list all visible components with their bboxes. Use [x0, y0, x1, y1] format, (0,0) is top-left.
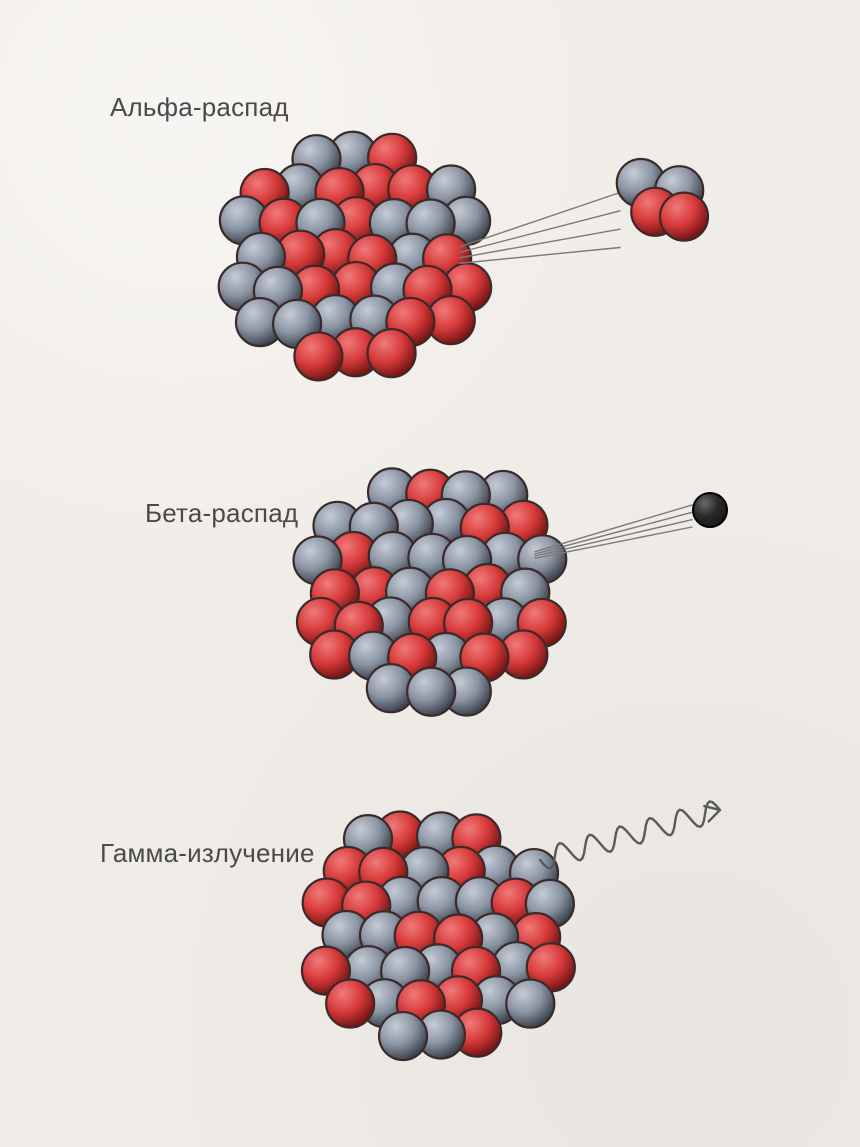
beta-electron: [693, 493, 727, 527]
beta-panel: [294, 468, 727, 715]
alpha-particle: [617, 159, 708, 241]
gamma-panel: [302, 802, 720, 1061]
beta-label: Бета-распад: [145, 498, 298, 529]
alpha-label: Альфа-распад: [110, 92, 289, 123]
alpha-panel: [219, 132, 708, 381]
decay-diagram: [0, 0, 860, 1147]
gamma-label: Гамма-излучение: [100, 838, 315, 869]
